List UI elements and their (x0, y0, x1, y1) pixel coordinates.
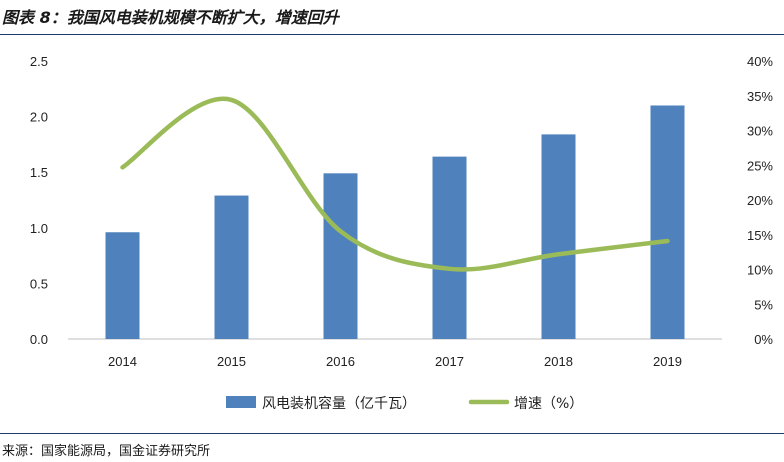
right-tick-label: 25% (747, 158, 773, 173)
right-tick-label: 15% (747, 228, 773, 243)
left-tick-label: 2.0 (30, 110, 48, 125)
x-tick-label: 2016 (326, 354, 355, 369)
right-tick-label: 40% (747, 54, 773, 69)
x-axis: 2014 2015 2016 2017 2018 2019 (108, 354, 682, 369)
bar-series (105, 105, 685, 339)
left-tick-label: 1.5 (30, 165, 48, 180)
right-y-axis: 0% 5% 10% 15% 20% 25% 30% 35% 40% (747, 54, 773, 347)
title-divider (0, 34, 784, 35)
bar (105, 232, 140, 339)
left-tick-label: 0.5 (30, 276, 48, 291)
right-tick-label: 5% (754, 297, 773, 312)
right-tick-label: 30% (747, 124, 773, 139)
bar (214, 195, 249, 339)
x-tick-label: 2014 (108, 354, 137, 369)
source-note: 来源：国家能源局，国金证券研究所 (2, 444, 211, 459)
bar (432, 156, 467, 339)
source-divider (0, 433, 784, 434)
bar (541, 134, 576, 339)
legend-bar-label: 风电装机容量（亿千瓦） (262, 395, 416, 412)
right-tick-label: 0% (754, 332, 773, 347)
bar (650, 105, 685, 339)
left-y-axis: 0.0 0.5 1.0 1.5 2.0 2.5 (30, 54, 48, 347)
bar (323, 173, 358, 339)
x-tick-label: 2018 (544, 354, 573, 369)
left-tick-label: 2.5 (30, 54, 48, 69)
legend-bar-swatch (226, 396, 256, 408)
right-tick-label: 20% (747, 193, 773, 208)
x-tick-label: 2015 (217, 354, 246, 369)
x-tick-label: 2017 (435, 354, 464, 369)
left-tick-label: 1.0 (30, 221, 48, 236)
figure-title: 图表 8：我国风电装机规模不断扩大，增速回升 (2, 8, 339, 27)
right-tick-label: 35% (747, 89, 773, 104)
legend: 风电装机容量（亿千瓦） 增速（%） (226, 395, 583, 412)
x-tick-label: 2019 (653, 354, 682, 369)
legend-line-label: 增速（%） (514, 396, 583, 412)
right-tick-label: 10% (747, 263, 773, 278)
growth-line (120, 96, 670, 272)
chart: 0.0 0.5 1.0 1.5 2.0 2.5 0% 5% 10% 15% 20% 25% 30% 35… (30, 54, 774, 412)
left-tick-label: 0.0 (30, 332, 48, 347)
